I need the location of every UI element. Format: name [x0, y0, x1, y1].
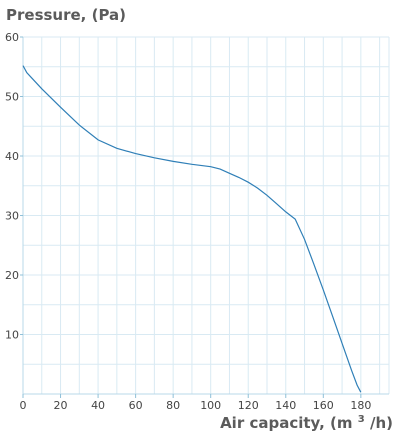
x-tick-label: 160 [313, 399, 334, 412]
x-tick-label: 40 [91, 399, 105, 412]
x-tick-label: 180 [350, 399, 371, 412]
series [22, 65, 362, 393]
x-tick-label: 100 [200, 399, 221, 412]
y-axis-title: Pressure, (Pa) [6, 6, 126, 24]
y-tick-label: 30 [5, 210, 19, 223]
ticks: 0 20 40 60 80 100 120 140 160 180 10 20 30 40 50 60 [5, 31, 371, 412]
x-tick-label: 0 [20, 399, 27, 412]
x-tick-label: 140 [275, 399, 296, 412]
y-tick-label: 50 [5, 91, 19, 104]
series-line [22, 65, 362, 393]
grid [23, 36, 390, 394]
y-tick-label: 60 [5, 31, 19, 44]
y-tick-label: 10 [5, 329, 19, 342]
x-axis-title-sup: 3 [358, 414, 365, 425]
x-axis-title: Air capacity, (m 3 /h) [220, 408, 393, 432]
y-tick-label: 40 [5, 150, 19, 163]
x-tick-label: 120 [238, 399, 259, 412]
x-tick-label: 20 [54, 399, 68, 412]
x-tick-label: 60 [129, 399, 143, 412]
x-axis-title-suffix: /h) [370, 414, 393, 432]
y-tick-label: 20 [5, 269, 19, 282]
x-axis-title-prefix: Air capacity, (m [220, 414, 352, 432]
x-tick-label: 80 [166, 399, 180, 412]
